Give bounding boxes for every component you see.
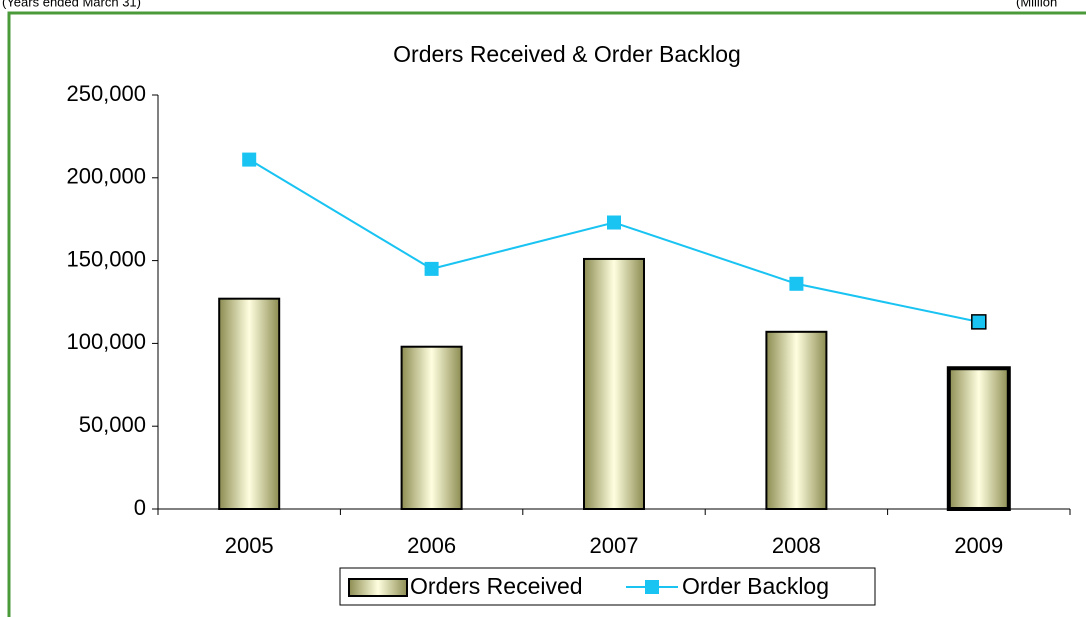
bar bbox=[218, 297, 281, 510]
legend-label: Orders Received bbox=[410, 573, 583, 599]
y-tick-label: 0 bbox=[134, 495, 146, 520]
y-tick-label: 250,000 bbox=[66, 81, 146, 106]
x-tick-label: 2006 bbox=[407, 533, 456, 558]
marker bbox=[242, 152, 257, 167]
x-tick-label: 2005 bbox=[225, 533, 274, 558]
marker bbox=[789, 276, 804, 291]
y-tick-label: 150,000 bbox=[66, 246, 146, 271]
frame bbox=[7, 11, 1086, 617]
chart-title: Orders Received & Order Backlog bbox=[393, 41, 741, 67]
y-tick-label: 50,000 bbox=[79, 412, 146, 437]
marker bbox=[424, 261, 439, 276]
legend-label: Order Backlog bbox=[682, 573, 829, 599]
x-tick-label: 2009 bbox=[954, 533, 1003, 558]
legend-marker bbox=[645, 580, 659, 594]
note-right: (Million bbox=[1016, 0, 1057, 9]
bar bbox=[765, 330, 828, 511]
marker bbox=[971, 314, 987, 330]
x-tick-label: 2007 bbox=[590, 533, 639, 558]
marker bbox=[607, 215, 621, 230]
x-tick-label: 2008 bbox=[772, 533, 821, 558]
legend-swatch bbox=[348, 578, 408, 597]
legend-box bbox=[339, 567, 876, 606]
bar bbox=[946, 366, 1011, 511]
y-tick-label: 100,000 bbox=[66, 329, 146, 354]
bar bbox=[583, 257, 645, 510]
note-left: (Years ended March 31) bbox=[2, 0, 141, 9]
y-tick-label: 200,000 bbox=[66, 164, 146, 189]
bar bbox=[400, 345, 463, 510]
